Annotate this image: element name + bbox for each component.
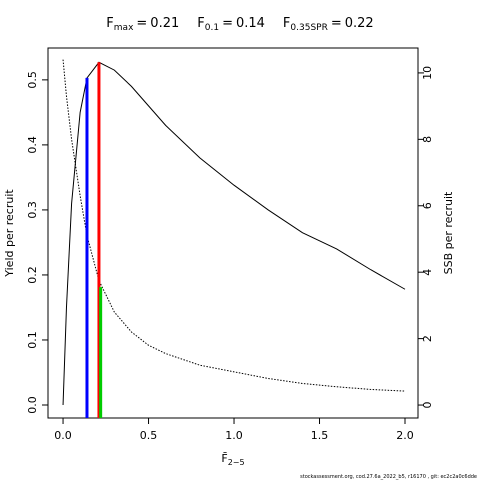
title-symbol: F: [283, 16, 290, 31]
x-label-symbol: F̄: [221, 452, 227, 465]
y2-tick-label: 4: [421, 269, 434, 276]
x-tick-label: 0.0: [54, 429, 72, 442]
title-subscript: max: [114, 23, 134, 33]
y-axis-label: Yield per recruit: [3, 189, 16, 278]
y2-axis-label: SSB per recruit: [442, 191, 455, 274]
y-tick-label: 0.1: [26, 331, 39, 349]
y2-tick-label: 0: [421, 402, 434, 409]
x-label-subscript: 2−5: [228, 458, 245, 467]
title-value: 0.14: [236, 16, 265, 31]
title-symbol: F: [106, 16, 113, 31]
title-relation: =: [331, 16, 342, 31]
title-value: 0.22: [345, 16, 374, 31]
x-tick-label: 1.0: [225, 429, 243, 442]
series-line: [62, 61, 406, 406]
title-relation: =: [222, 16, 233, 31]
x-tick-label: 1.5: [311, 429, 329, 442]
y2-tick-label: 6: [421, 202, 434, 209]
y-tick-label: 0.4: [26, 136, 39, 154]
chart-title: Fmax = 0.21 F0.1 = 0.14 F0.35SPR = 0.22: [106, 16, 373, 33]
y2-tick-label: 2: [421, 335, 434, 342]
footer: stockassessment.org, cod.27.6a_2022_b5, …: [300, 474, 477, 480]
title-subscript: 0.35SPR: [290, 23, 327, 33]
plot-frame: [47, 47, 419, 419]
x-axis-label: F̄2−5: [221, 452, 244, 467]
y-tick-label: 0.2: [26, 266, 39, 284]
y-tick-label: 0.3: [26, 201, 39, 219]
y2-tick-label: 8: [421, 136, 434, 143]
y-tick-label: 0.0: [26, 396, 39, 414]
title-value: 0.21: [150, 16, 179, 31]
title-subscript: 0.1: [205, 23, 219, 33]
title-relation: =: [136, 16, 147, 31]
y-tick-label: 0.5: [26, 71, 39, 89]
x-tick-label: 2.0: [396, 429, 414, 442]
y2-tick-label: 10: [421, 66, 434, 80]
series-line: [62, 59, 406, 392]
x-tick-label: 0.5: [140, 429, 158, 442]
title-symbol: F: [197, 16, 204, 31]
